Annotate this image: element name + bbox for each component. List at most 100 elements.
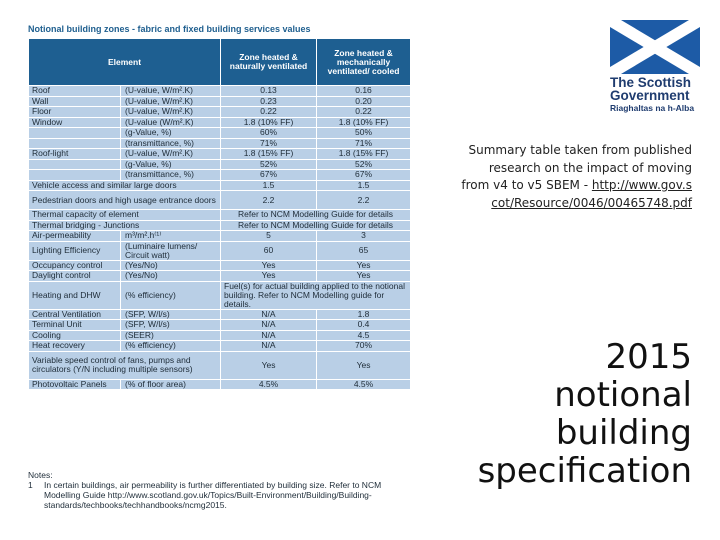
row-unit: (% efficiency)	[119, 340, 222, 352]
header-naturally-ventilated: Zone heated & naturally ventilated	[220, 38, 318, 86]
source-link[interactable]: http://www.gov.scot/Resource/0046/004657…	[491, 178, 692, 210]
row-value-both: Refer to NCM Modelling Guide for details	[220, 209, 412, 221]
row-value-naturally: 52%	[220, 158, 318, 170]
table-row: Thermal capacity of element Refer to NCM …	[27, 209, 412, 221]
row-value-naturally: 5	[220, 230, 318, 242]
table-row: Terminal Unit (SFP, W/l/s) N/A 0.4	[28, 319, 412, 331]
specification-table: Element Zone heated & naturally ventilat…	[27, 38, 412, 390]
row-element: Lighting Efficiency	[28, 240, 121, 261]
row-value-mechanically: 1.8 (10% FF)	[316, 116, 412, 128]
row-unit: (Yes/No)	[119, 259, 222, 271]
row-value-naturally: N/A	[220, 319, 318, 331]
row-value-mechanically: Yes	[316, 259, 412, 271]
row-element: Occupancy control	[28, 259, 121, 271]
row-element: Central Ventilation	[28, 308, 121, 320]
row-unit: (SFP, W/l/s)	[119, 308, 222, 320]
summary-description: Summary table taken from published resea…	[461, 143, 692, 192]
table-row: (g-Value, %) 60% 50%	[28, 127, 412, 139]
header-mechanically-ventilated: Zone heated & mechanically ventilated/ c…	[316, 38, 412, 86]
row-value-both: Refer to NCM Modelling Guide for details	[220, 219, 412, 231]
row-value-naturally: Yes	[220, 259, 318, 271]
row-value-naturally: Yes	[220, 350, 318, 380]
row-value-mechanically: 0.20	[316, 95, 412, 107]
row-unit: (g-Value, %)	[119, 158, 222, 170]
table-row: Window (U-value (W/m².K) 1.8 (10% FF) 1.8 (…	[28, 116, 412, 128]
row-unit: (U-value, W/m².K)	[119, 95, 222, 107]
note-item: 1 In certain buildings, air permeability…	[28, 480, 410, 510]
row-value-mechanically: 4.5	[316, 329, 412, 341]
scottish-government-logo: The Scottish Government Riaghaltas na h-…	[610, 20, 702, 120]
row-unit: (g-Value, %)	[119, 127, 222, 139]
saltire-flag-icon	[610, 20, 700, 74]
table-row: Floor (U-value, W/m².K) 0.22 0.22	[28, 106, 412, 118]
logo-gaelic-name: Riaghaltas na h-Alba	[610, 103, 695, 113]
row-element: Air-permeability	[28, 230, 121, 242]
notes-heading: Notes:	[28, 470, 53, 480]
row-value-mechanically: 0.16	[316, 85, 412, 97]
row-value-mechanically: 70%	[316, 340, 412, 352]
table-row: Pedestrian doors and high usage entrance…	[27, 190, 412, 210]
row-value-naturally: 4.5%	[220, 378, 318, 390]
row-value-mechanically: 4.5%	[316, 378, 412, 390]
row-value-naturally: 1.8 (15% FF)	[220, 148, 318, 160]
row-element: Variable speed control of fans, pumps an…	[27, 350, 222, 380]
row-element	[28, 158, 121, 170]
table-notes: Notes: 1 In certain buildings, air perme…	[28, 470, 410, 510]
row-value-naturally: 2.2	[220, 190, 318, 210]
note-text: In certain buildings, air permeability i…	[44, 480, 382, 510]
row-unit: (transmittance, %)	[119, 137, 222, 149]
row-element: Heating and DHW	[28, 280, 121, 310]
table-row: (transmittance, %) 71% 71%	[28, 137, 412, 149]
logo-name-line1: The Scottish	[610, 75, 692, 90]
table-row: Heat recovery (% efficiency) N/A 70%	[28, 340, 412, 352]
row-value-mechanically: 1.8	[316, 308, 412, 320]
header-element: Element	[27, 38, 222, 86]
row-value-naturally: Yes	[220, 270, 318, 282]
row-value-mechanically: 0.4	[316, 319, 412, 331]
row-unit: m³/m².h⁽¹⁾	[119, 230, 222, 242]
row-unit: (U-value, W/m².K)	[119, 85, 222, 97]
row-unit: (% efficiency)	[119, 280, 222, 310]
row-unit: (U-value (W/m².K)	[119, 116, 222, 128]
row-value-mechanically: 71%	[316, 137, 412, 149]
table-row: Wall (U-value, W/m².K) 0.23 0.20	[28, 95, 412, 107]
slide-title-line2: notional	[554, 375, 692, 415]
row-value-mechanically: 0.22	[316, 106, 412, 118]
row-value-naturally: 1.5	[220, 179, 318, 191]
table-row: (transmittance, %) 67% 67%	[28, 169, 412, 181]
row-value-mechanically: 3	[316, 230, 412, 242]
row-value-naturally: 0.22	[220, 106, 318, 118]
row-unit: (Luminaire lumens/ Circuit watt)	[119, 240, 222, 261]
row-element: Cooling	[28, 329, 121, 341]
row-value-mechanically: 1.5	[316, 179, 412, 191]
row-value-mechanically: Yes	[316, 270, 412, 282]
row-unit: (U-value, W/m².K)	[119, 148, 222, 160]
row-value-both: Fuel(s) for actual building applied to t…	[220, 280, 412, 310]
row-element: Heat recovery	[28, 340, 121, 352]
table-row: Occupancy control (Yes/No) Yes Yes	[28, 259, 412, 271]
row-element: Photovoltaic Panels	[28, 378, 121, 390]
table-row: Central Ventilation (SFP, W/l/s) N/A 1.8	[28, 308, 412, 320]
row-unit: (% of floor area)	[119, 378, 222, 390]
table-row: Lighting Efficiency (Luminaire lumens/ Ci…	[28, 240, 412, 261]
row-element	[28, 169, 121, 181]
row-element: Terminal Unit	[28, 319, 121, 331]
row-value-naturally: 0.23	[220, 95, 318, 107]
logo-name-line2: Government	[610, 88, 690, 103]
row-value-mechanically: Yes	[316, 350, 412, 380]
row-value-mechanically: 2.2	[316, 190, 412, 210]
table-row: Daylight control (Yes/No) Yes Yes	[28, 270, 412, 282]
row-element: Thermal capacity of element	[27, 209, 222, 221]
table-title: Notional building zones - fabric and fix…	[28, 24, 311, 34]
specification-table-container: Element Zone heated & naturally ventilat…	[27, 38, 412, 390]
row-value-naturally: 67%	[220, 169, 318, 181]
row-element: Daylight control	[28, 270, 121, 282]
row-element: Pedestrian doors and high usage entrance…	[27, 190, 222, 210]
row-unit: (U-value, W/m².K)	[119, 106, 222, 118]
row-value-mechanically: 50%	[316, 127, 412, 139]
table-row: Thermal bridging - Junctions Refer to NCM…	[27, 219, 412, 231]
row-value-naturally: 0.13	[220, 85, 318, 97]
row-element: Wall	[28, 95, 121, 107]
row-value-naturally: 1.8 (10% FF)	[220, 116, 318, 128]
row-unit: (SFP, W/l/s)	[119, 319, 222, 331]
